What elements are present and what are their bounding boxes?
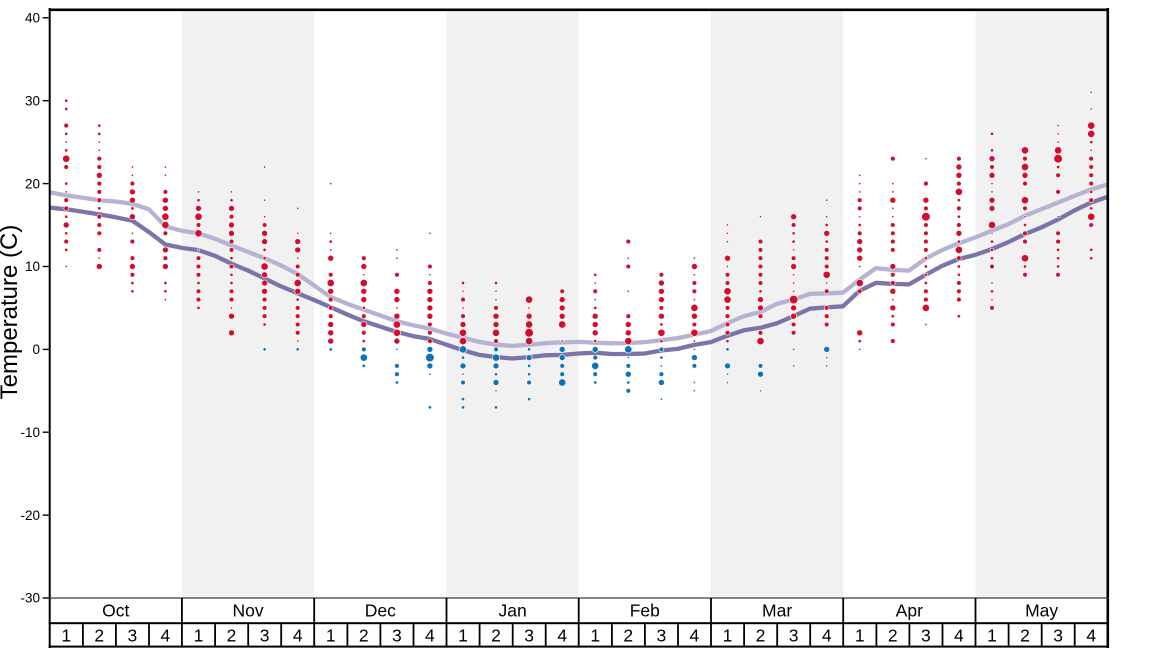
svg-text:2: 2 [623, 625, 633, 645]
svg-text:4: 4 [557, 625, 567, 645]
svg-text:-30: -30 [20, 591, 40, 606]
svg-text:4: 4 [954, 625, 964, 645]
svg-text:4: 4 [425, 625, 435, 645]
svg-text:4: 4 [293, 625, 303, 645]
svg-text:30: 30 [25, 93, 40, 108]
svg-text:3: 3 [1053, 625, 1063, 645]
svg-text:2: 2 [1020, 625, 1030, 645]
svg-text:2: 2 [227, 625, 237, 645]
svg-text:3: 3 [789, 625, 799, 645]
svg-text:Temperature (C): Temperature (C) [0, 225, 23, 400]
svg-text:3: 3 [657, 625, 667, 645]
svg-text:Feb: Feb [630, 601, 660, 621]
svg-text:-10: -10 [20, 425, 40, 440]
svg-text:Nov: Nov [233, 601, 264, 621]
svg-text:1: 1 [326, 625, 336, 645]
svg-text:Apr: Apr [896, 601, 923, 621]
svg-text:4: 4 [690, 625, 700, 645]
svg-text:2: 2 [491, 625, 501, 645]
svg-text:1: 1 [855, 625, 865, 645]
svg-text:1: 1 [194, 625, 204, 645]
svg-text:Dec: Dec [365, 601, 396, 621]
svg-text:2: 2 [359, 625, 369, 645]
svg-text:1: 1 [458, 625, 468, 645]
svg-text:2: 2 [888, 625, 898, 645]
svg-text:1: 1 [987, 625, 997, 645]
svg-text:May: May [1025, 601, 1058, 621]
svg-text:0: 0 [32, 342, 40, 357]
svg-text:1: 1 [590, 625, 600, 645]
svg-text:1: 1 [61, 625, 71, 645]
svg-text:1: 1 [723, 625, 733, 645]
svg-text:3: 3 [392, 625, 402, 645]
svg-text:3: 3 [921, 625, 931, 645]
svg-text:3: 3 [128, 625, 138, 645]
svg-text:3: 3 [260, 625, 270, 645]
svg-text:4: 4 [1086, 625, 1096, 645]
svg-text:-20: -20 [20, 508, 40, 523]
svg-text:10: 10 [25, 259, 40, 274]
svg-text:2: 2 [756, 625, 766, 645]
svg-text:40: 40 [25, 11, 40, 26]
svg-text:Mar: Mar [762, 601, 792, 621]
svg-text:20: 20 [25, 176, 40, 191]
svg-text:Jan: Jan [498, 601, 526, 621]
svg-text:2: 2 [94, 625, 104, 645]
svg-text:Oct: Oct [102, 601, 129, 621]
svg-text:4: 4 [161, 625, 171, 645]
svg-text:4: 4 [822, 625, 832, 645]
svg-text:3: 3 [524, 625, 534, 645]
